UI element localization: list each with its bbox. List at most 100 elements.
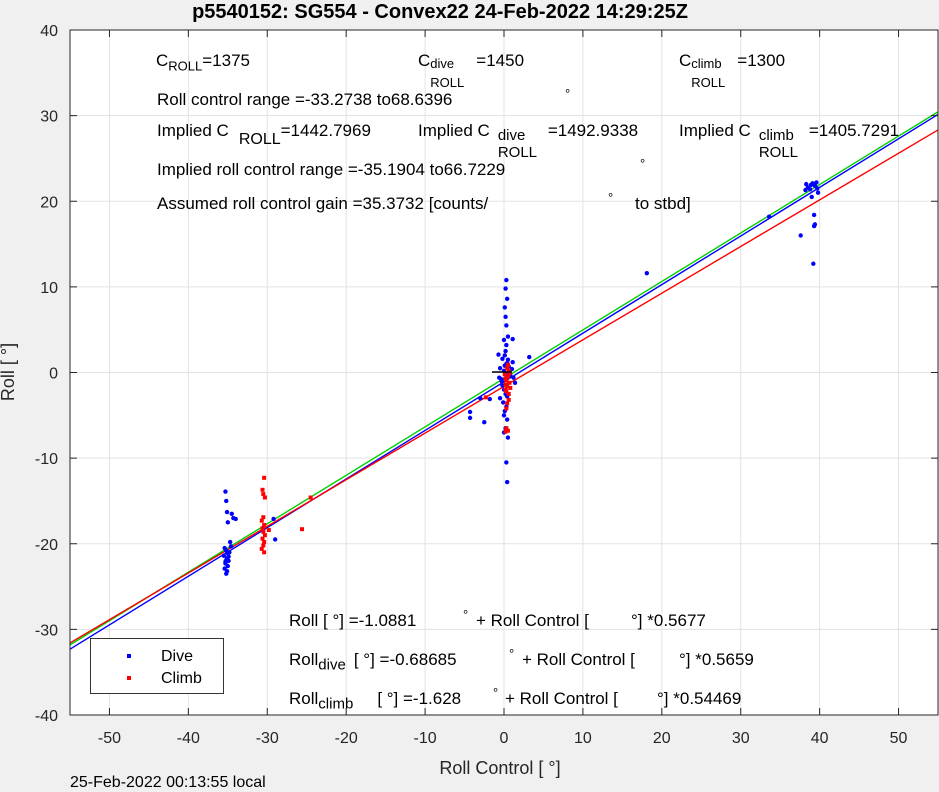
point-dive [271, 516, 276, 522]
point-dive [504, 479, 510, 485]
point-dive [221, 553, 227, 558]
point-dive [500, 356, 505, 361]
point-dive [227, 550, 232, 555]
legend-marker-dive [127, 654, 131, 658]
point-dive [510, 360, 515, 365]
fit-line-all [69, 113, 939, 650]
point-climb [505, 374, 510, 379]
point-climb [503, 376, 508, 381]
point-dive [504, 323, 509, 328]
point-dive [231, 515, 236, 521]
point-dive [227, 539, 233, 545]
point-dive [504, 417, 510, 422]
point-climb [502, 372, 507, 377]
point-dive [527, 354, 532, 360]
point-dive [501, 413, 507, 418]
y-tick-label: -40 [35, 708, 58, 725]
point-climb [505, 362, 510, 367]
c-roll-dive-annotation: C dive ROLL =1450 [418, 51, 525, 90]
y-tick-label: 20 [40, 194, 58, 211]
x-tick-label: -10 [414, 730, 437, 747]
point-dive [812, 222, 818, 227]
point-dive [224, 557, 229, 563]
point-dive [467, 409, 473, 415]
point-climb [259, 546, 264, 551]
point-dive [503, 348, 508, 354]
point-dive [504, 460, 509, 465]
point-dive [478, 395, 483, 401]
point-dive [224, 571, 229, 576]
legend-item-dive: Dive [91, 646, 225, 668]
implied-c-roll: Implied C ROLL=1442.7969 [157, 121, 371, 148]
point-climb [261, 492, 266, 497]
point-dive [229, 511, 234, 516]
point-dive [504, 342, 509, 348]
point-dive [487, 396, 492, 402]
x-tick-label: -40 [177, 730, 200, 747]
c-roll-climb-annotation: C climb ROLL =1300 [679, 51, 786, 90]
y-tick-label: -10 [35, 451, 58, 468]
point-dive [815, 186, 820, 191]
point-dive [497, 395, 503, 401]
implied-c-roll-climb: Implied C climb ROLL =1405.7291 [679, 121, 900, 161]
point-dive [499, 377, 504, 382]
roll-control-range: Roll control range =-33.2738 to68.6396 ° [157, 86, 571, 109]
point-dive [811, 261, 816, 266]
fit-equation-all: Roll [ °] =-1.0881 ° + Roll Control [°] *0… [289, 607, 706, 630]
point-dive [226, 554, 231, 559]
x-tick-label: -50 [98, 730, 121, 747]
legend: Dive Climb [90, 638, 224, 694]
roll-control-gain: Assumed roll control gain =35.3732 [coun… [157, 190, 691, 213]
point-climb [506, 368, 511, 373]
x-tick-label: -20 [335, 730, 358, 747]
point-dive [224, 498, 229, 504]
point-dive [223, 489, 228, 494]
point-dive [502, 353, 507, 358]
point-climb [260, 536, 265, 541]
point-climb [503, 382, 508, 387]
point-climb [505, 428, 510, 433]
point-dive [501, 400, 506, 405]
implied-c-roll-dive: Implied C dive ROLL =1492.9338 [418, 121, 639, 161]
point-dive [505, 334, 511, 339]
point-climb [261, 529, 266, 534]
y-tick-label: -20 [35, 537, 58, 554]
x-tick-label: 50 [890, 730, 908, 747]
point-climb [261, 543, 266, 548]
point-dive [505, 357, 511, 362]
point-climb [508, 385, 513, 390]
point-dive [509, 366, 515, 372]
point-climb [504, 406, 509, 411]
point-climb [483, 395, 488, 400]
point-climb [507, 380, 512, 385]
y-tick-label: 10 [40, 280, 58, 297]
point-climb [266, 528, 271, 533]
point-climb [507, 371, 512, 376]
point-climb [505, 401, 510, 406]
point-dive [504, 277, 509, 283]
point-dive [510, 336, 515, 342]
point-climb [260, 487, 265, 492]
point-climb [262, 533, 267, 538]
point-climb [504, 426, 509, 431]
y-tick-label: -30 [35, 622, 58, 639]
point-dive [497, 366, 503, 371]
y-tick-label: 30 [40, 109, 58, 126]
point-dive [272, 537, 278, 542]
point-climb [261, 515, 266, 520]
x-tick-label: 30 [732, 730, 750, 747]
point-climb [308, 495, 313, 500]
legend-item-climb: Climb [91, 668, 225, 690]
point-dive [225, 520, 231, 525]
point-dive [504, 296, 510, 302]
implied-roll-control-range: Implied roll control range =-35.1904 to6… [157, 156, 646, 179]
point-climb [262, 540, 267, 545]
x-tick-label: 10 [574, 730, 592, 747]
point-climb [299, 527, 304, 532]
point-climb [260, 526, 265, 531]
point-dive [482, 419, 487, 425]
point-dive [224, 509, 230, 515]
point-dive [228, 544, 234, 549]
point-dive [500, 383, 505, 388]
